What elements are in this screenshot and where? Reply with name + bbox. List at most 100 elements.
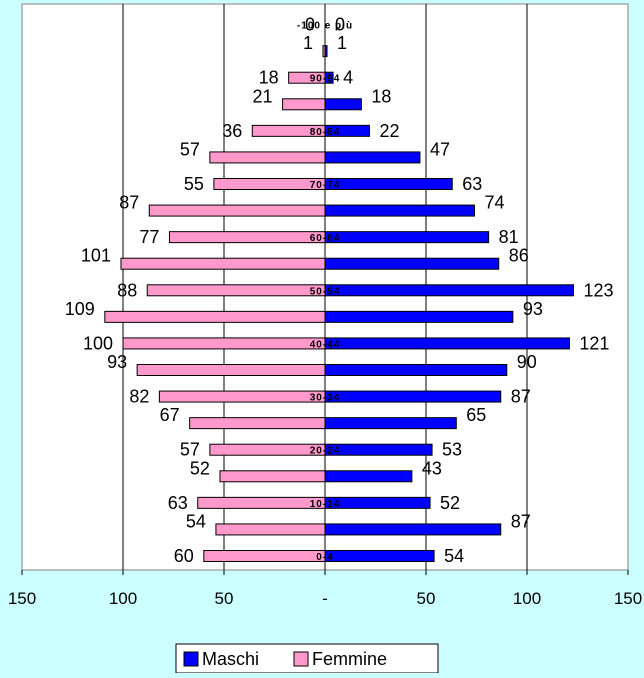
value-label-femmine: 0 [305, 15, 315, 35]
legend-label-maschi: Maschi [202, 649, 259, 669]
value-label-femmine: 55 [184, 174, 204, 194]
value-label-maschi: 53 [442, 440, 462, 460]
value-label-femmine: 63 [168, 493, 188, 513]
legend-swatch-femmine [293, 651, 309, 667]
value-label-maschi: 54 [444, 546, 464, 566]
bar-femmine [158, 390, 326, 403]
value-label-maschi: 47 [430, 139, 450, 159]
value-label-maschi: 0 [335, 15, 345, 35]
value-label-maschi: 65 [466, 405, 486, 425]
bar-maschi [324, 231, 490, 244]
bar-maschi [324, 257, 500, 270]
x-tick-label: 150 [614, 589, 642, 608]
bar-maschi [324, 470, 413, 483]
value-label-femmine: 1 [303, 33, 313, 53]
bar-maschi [324, 443, 433, 456]
x-axis-ticks: 150 100 50 - 50 100 150 [8, 570, 642, 608]
legend-label-femmine: Femmine [312, 649, 387, 669]
bar-femmine [219, 470, 326, 483]
age-labels: 0-4 10-14 20-24 30-34 40-44 50-54 60-64 70-74 80… [297, 21, 353, 563]
value-label-maschi: 90 [517, 352, 537, 372]
legend: Maschi Femmine [175, 643, 439, 674]
bar-femmine [136, 364, 326, 376]
bars [104, 45, 574, 562]
value-label-maschi: 87 [511, 387, 531, 407]
x-tick-label: 50 [215, 589, 234, 608]
bar-maschi [324, 98, 362, 111]
x-tick-label: 100 [109, 589, 137, 608]
bar-femmine [122, 337, 326, 350]
value-label-maschi: 43 [422, 458, 442, 478]
bar-femmine [209, 151, 326, 164]
x-tick-label: 150 [8, 589, 36, 608]
bar-maschi [324, 550, 435, 562]
value-label-femmine: 60 [174, 546, 194, 566]
value-label-femmine: 88 [117, 280, 137, 300]
value-label-femmine: 54 [186, 511, 206, 531]
bar-femmine [120, 257, 326, 270]
bar-femmine [203, 550, 326, 562]
bar-femmine [146, 284, 326, 297]
value-label-femmine: 21 [253, 86, 273, 106]
bar-maschi [324, 178, 453, 190]
value-label-maschi: 63 [462, 174, 482, 194]
bar-femmine [189, 417, 326, 430]
x-tick-label: 50 [417, 589, 436, 608]
bar-maschi [324, 151, 421, 164]
legend-swatch-maschi [183, 651, 199, 667]
value-label-maschi: 4 [343, 68, 353, 88]
age-group-label: 20-24 [310, 446, 341, 457]
age-group-label: 60-64 [310, 233, 341, 244]
age-group-label: 80-84 [310, 127, 341, 138]
bar-maschi [324, 496, 431, 509]
value-label-maschi: 74 [484, 193, 504, 213]
value-label-maschi: 81 [499, 227, 519, 247]
age-group-label: 40-44 [310, 339, 341, 350]
value-label-femmine: 36 [222, 121, 242, 141]
age-group-label: 90-94 [310, 74, 341, 85]
value-label-femmine: 87 [119, 193, 139, 213]
bar-maschi [324, 390, 502, 403]
value-label-maschi: 121 [579, 333, 609, 353]
value-label-femmine: 93 [107, 352, 127, 372]
bar-femmine [209, 443, 326, 456]
bar-maschi [324, 523, 502, 536]
age-group-label: 10-14 [310, 499, 341, 510]
age-group-label: 50-54 [310, 286, 341, 297]
value-label-femmine: 18 [259, 68, 279, 88]
value-label-maschi: 1 [337, 33, 347, 53]
value-label-femmine: 100 [83, 333, 113, 353]
bar-maschi [324, 364, 508, 376]
age-group-label: 0-4 [316, 552, 333, 563]
value-label-maschi: 93 [523, 299, 543, 319]
bar-maschi [324, 284, 574, 297]
value-label-maschi: 18 [371, 86, 391, 106]
value-label-femmine: 57 [180, 139, 200, 159]
value-label-femmine: 109 [65, 299, 95, 319]
bar-femmine [213, 178, 326, 190]
bar-femmine [168, 231, 326, 244]
x-tick-label: 100 [513, 589, 541, 608]
age-group-label: 30-34 [310, 393, 341, 404]
value-label-femmine: 52 [190, 458, 210, 478]
value-label-maschi: 86 [509, 246, 529, 266]
bar-femmine [197, 496, 326, 509]
bar-femmine [148, 204, 326, 217]
value-label-maschi: 52 [440, 493, 460, 513]
value-label-maschi: 87 [511, 511, 531, 531]
age-group-label: -100 e più [297, 21, 353, 32]
value-label-maschi: 123 [583, 280, 613, 300]
value-label-femmine: 101 [81, 246, 111, 266]
bar-femmine [282, 98, 326, 111]
bar-maschi [324, 417, 457, 430]
bar-maschi [324, 310, 514, 323]
value-label-maschi: 22 [379, 121, 399, 141]
age-group-label: 70-74 [310, 180, 341, 191]
bar-maschi [324, 337, 570, 350]
value-label-femmine: 67 [160, 405, 180, 425]
x-tick-label: - [322, 589, 328, 608]
bar-femmine [104, 310, 326, 323]
